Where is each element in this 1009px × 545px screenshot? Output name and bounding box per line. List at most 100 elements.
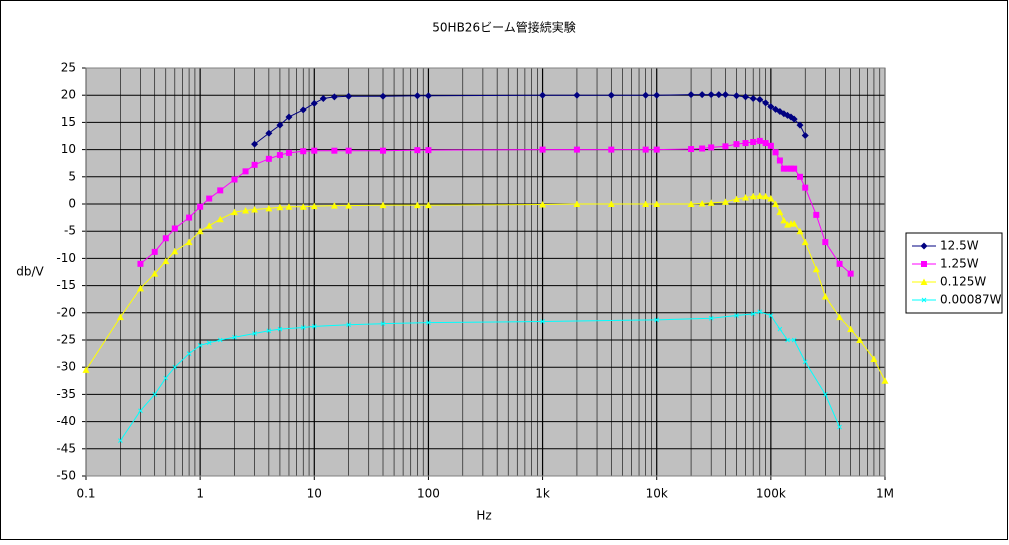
point <box>265 155 272 162</box>
point <box>654 317 660 323</box>
point <box>608 146 615 153</box>
point <box>251 161 258 168</box>
point <box>881 377 889 384</box>
point <box>653 200 661 207</box>
point <box>776 208 784 216</box>
point <box>345 92 353 100</box>
point <box>285 149 292 156</box>
point <box>642 91 650 99</box>
point <box>310 202 318 210</box>
point <box>539 146 546 153</box>
point <box>205 222 213 229</box>
point <box>217 337 223 343</box>
point <box>768 313 774 318</box>
point <box>171 247 179 255</box>
point <box>607 200 615 207</box>
y-axis-label: db/V <box>16 265 44 279</box>
point <box>777 326 783 332</box>
point <box>573 146 580 153</box>
y-tick-label: 10 <box>61 142 76 156</box>
point <box>721 91 729 99</box>
point <box>796 121 804 129</box>
point <box>742 193 750 201</box>
x-tick-label: 0.1 <box>76 487 95 501</box>
point <box>251 140 259 148</box>
point <box>310 99 318 107</box>
point <box>277 326 283 332</box>
point <box>784 165 791 172</box>
legend-marker <box>921 297 927 303</box>
point <box>767 103 775 111</box>
point <box>757 309 763 315</box>
point <box>790 115 798 123</box>
point <box>539 91 547 99</box>
point <box>733 141 740 148</box>
point <box>265 204 273 212</box>
point <box>414 147 421 154</box>
plot-border <box>85 67 886 477</box>
point <box>330 93 338 101</box>
y-tick-label: -15 <box>56 278 76 292</box>
point <box>802 184 809 191</box>
point <box>380 321 386 327</box>
point <box>172 364 178 370</box>
point <box>152 392 158 397</box>
point <box>707 91 715 99</box>
point <box>812 265 820 273</box>
point <box>231 208 239 216</box>
point <box>196 227 204 235</box>
point <box>698 199 706 207</box>
point <box>573 200 581 207</box>
point <box>721 198 729 205</box>
x-tick-label: 100 <box>417 487 440 501</box>
point <box>345 202 353 209</box>
point <box>742 140 749 147</box>
point <box>299 203 307 210</box>
point <box>802 359 808 365</box>
point <box>836 260 843 267</box>
point <box>251 205 259 213</box>
y-tick-label: 20 <box>61 88 76 102</box>
point <box>311 147 318 154</box>
point <box>707 199 715 206</box>
point <box>252 331 257 336</box>
y-tick-label: -50 <box>56 469 76 483</box>
point <box>813 211 820 218</box>
point <box>642 146 649 153</box>
x-tick-label: 1M <box>876 487 894 501</box>
point <box>822 392 828 397</box>
point <box>379 92 387 100</box>
point <box>653 146 660 153</box>
point <box>762 140 769 147</box>
point <box>424 92 432 100</box>
point <box>426 320 431 325</box>
point <box>688 146 695 153</box>
point <box>821 292 829 300</box>
point <box>197 343 203 348</box>
point <box>796 173 803 180</box>
point <box>232 334 237 340</box>
point <box>138 408 143 414</box>
point <box>162 257 170 265</box>
point <box>715 91 723 99</box>
point <box>242 168 249 175</box>
point <box>791 165 798 172</box>
point <box>186 351 192 356</box>
point <box>698 91 706 99</box>
legend-label: 0.125W <box>940 275 986 289</box>
point <box>756 137 763 144</box>
point <box>216 215 224 223</box>
point <box>319 94 327 102</box>
point <box>822 239 829 246</box>
point <box>847 270 854 277</box>
point <box>379 201 387 209</box>
point <box>163 375 169 381</box>
point <box>762 99 770 107</box>
point <box>732 92 740 100</box>
point <box>345 147 352 154</box>
legend-marker <box>920 242 928 250</box>
point <box>653 91 661 99</box>
point <box>266 328 272 334</box>
point <box>276 121 284 129</box>
point <box>791 337 797 343</box>
